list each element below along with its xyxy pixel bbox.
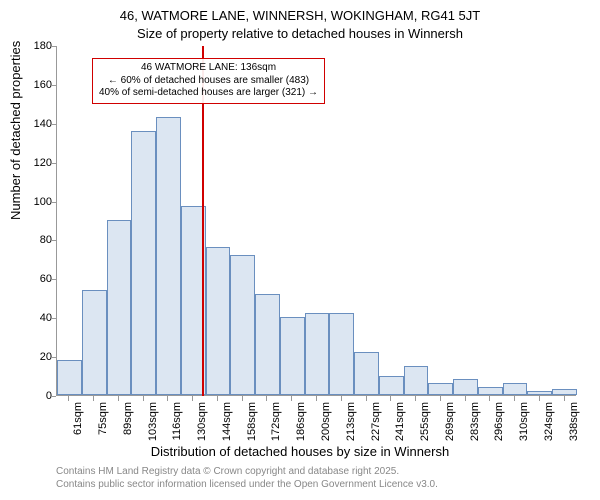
- x-tick-mark: [217, 396, 218, 401]
- histogram-bar: [305, 313, 330, 395]
- histogram-bar: [82, 290, 107, 395]
- x-tick-label: 144sqm: [221, 402, 233, 450]
- annotation-line3: 40% of semi-detached houses are larger (…: [99, 87, 318, 100]
- y-tick-mark: [51, 202, 56, 203]
- x-tick-mark: [143, 396, 144, 401]
- y-axis-label: Number of detached properties: [8, 41, 23, 220]
- x-tick-mark: [316, 396, 317, 401]
- x-tick-mark: [93, 396, 94, 401]
- annotation-line1: 46 WATMORE LANE: 136sqm: [99, 62, 318, 75]
- x-tick-label: 89sqm: [122, 402, 134, 450]
- y-tick-label: 180: [12, 40, 52, 52]
- histogram-bar: [428, 383, 453, 395]
- x-axis-label: Distribution of detached houses by size …: [0, 444, 600, 459]
- x-tick-label: 255sqm: [419, 402, 431, 450]
- x-tick-label: 103sqm: [147, 402, 159, 450]
- chart-title-sub: Size of property relative to detached ho…: [0, 26, 600, 41]
- histogram-bar: [230, 255, 255, 395]
- x-tick-mark: [514, 396, 515, 401]
- histogram-bar: [255, 294, 280, 395]
- x-tick-label: 186sqm: [295, 402, 307, 450]
- x-tick-label: 172sqm: [270, 402, 282, 450]
- footer-line-2: Contains public sector information licen…: [56, 479, 438, 490]
- y-tick-label: 40: [12, 312, 52, 324]
- x-tick-label: 61sqm: [72, 402, 84, 450]
- y-tick-mark: [51, 318, 56, 319]
- x-tick-mark: [68, 396, 69, 401]
- x-tick-mark: [242, 396, 243, 401]
- annotation-line2: ← 60% of detached houses are smaller (48…: [99, 75, 318, 88]
- x-tick-mark: [539, 396, 540, 401]
- x-tick-mark: [341, 396, 342, 401]
- chart-title-main: 46, WATMORE LANE, WINNERSH, WOKINGHAM, R…: [0, 8, 600, 23]
- x-tick-mark: [390, 396, 391, 401]
- y-tick-mark: [51, 46, 56, 47]
- y-tick-mark: [51, 124, 56, 125]
- histogram-bar: [478, 387, 503, 395]
- y-tick-mark: [51, 240, 56, 241]
- x-tick-label: 130sqm: [196, 402, 208, 450]
- y-tick-mark: [51, 163, 56, 164]
- x-tick-label: 241sqm: [394, 402, 406, 450]
- y-tick-label: 160: [12, 79, 52, 91]
- x-tick-mark: [465, 396, 466, 401]
- histogram-bar: [527, 391, 552, 395]
- x-tick-label: 227sqm: [370, 402, 382, 450]
- histogram-bar: [131, 131, 156, 395]
- histogram-bar: [354, 352, 379, 395]
- y-tick-label: 140: [12, 118, 52, 130]
- y-tick-label: 60: [12, 273, 52, 285]
- y-tick-mark: [51, 357, 56, 358]
- x-tick-label: 324sqm: [543, 402, 555, 450]
- x-tick-label: 296sqm: [493, 402, 505, 450]
- y-tick-mark: [51, 396, 56, 397]
- y-tick-label: 0: [12, 390, 52, 402]
- x-tick-mark: [415, 396, 416, 401]
- histogram-bar: [552, 389, 577, 395]
- histogram-bar: [503, 383, 528, 395]
- y-tick-label: 20: [12, 351, 52, 363]
- x-tick-mark: [167, 396, 168, 401]
- y-tick-mark: [51, 279, 56, 280]
- x-tick-label: 310sqm: [518, 402, 530, 450]
- histogram-bar: [329, 313, 354, 395]
- histogram-bar: [206, 247, 231, 395]
- y-axis-label-text: Number of detached properties: [8, 41, 23, 220]
- x-tick-label: 200sqm: [320, 402, 332, 450]
- x-tick-mark: [489, 396, 490, 401]
- histogram-bar: [280, 317, 305, 395]
- y-tick-label: 100: [12, 196, 52, 208]
- y-tick-label: 120: [12, 157, 52, 169]
- y-tick-mark: [51, 85, 56, 86]
- histogram-bar: [57, 360, 82, 395]
- x-tick-label: 116sqm: [171, 402, 183, 450]
- x-tick-mark: [118, 396, 119, 401]
- y-tick-label: 80: [12, 234, 52, 246]
- x-tick-mark: [366, 396, 367, 401]
- footer-line-1: Contains HM Land Registry data © Crown c…: [56, 466, 399, 477]
- x-tick-label: 75sqm: [97, 402, 109, 450]
- histogram-bar: [404, 366, 429, 395]
- x-tick-mark: [192, 396, 193, 401]
- x-tick-label: 338sqm: [568, 402, 580, 450]
- histogram-bar: [379, 376, 404, 395]
- histogram-bar: [107, 220, 132, 395]
- x-tick-label: 269sqm: [444, 402, 456, 450]
- histogram-bar: [453, 379, 478, 395]
- histogram-bar: [156, 117, 181, 395]
- annotation-box: 46 WATMORE LANE: 136sqm ← 60% of detache…: [92, 58, 325, 104]
- x-tick-label: 213sqm: [345, 402, 357, 450]
- x-tick-mark: [291, 396, 292, 401]
- x-tick-label: 158sqm: [246, 402, 258, 450]
- x-tick-mark: [440, 396, 441, 401]
- x-tick-mark: [266, 396, 267, 401]
- histogram-chart: 46, WATMORE LANE, WINNERSH, WOKINGHAM, R…: [0, 0, 600, 500]
- x-tick-label: 283sqm: [469, 402, 481, 450]
- x-tick-mark: [564, 396, 565, 401]
